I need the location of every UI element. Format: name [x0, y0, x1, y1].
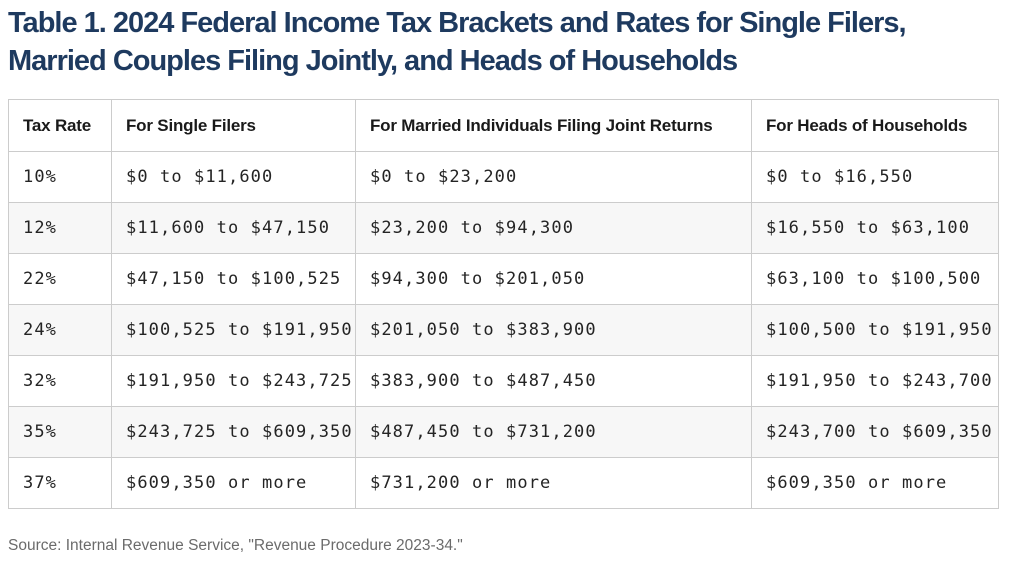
column-header-single-filers: For Single Filers [111, 99, 356, 152]
bracket-range-cell: $191,950 to $243,700 [751, 355, 999, 407]
table-row: 32% $191,950 to $243,725 $383,900 to $487,… [8, 355, 999, 407]
bracket-range-cell: $243,725 to $609,350 [111, 406, 356, 458]
bracket-range-cell: $100,525 to $191,950 [111, 304, 356, 356]
bracket-range-cell: $23,200 to $94,300 [355, 202, 752, 254]
source-attribution: Source: Internal Revenue Service, "Reven… [8, 537, 463, 554]
bracket-range-cell: $47,150 to $100,525 [111, 253, 356, 305]
bracket-range-cell: $609,350 or more [751, 457, 999, 509]
page-title: Table 1. 2024 Federal Income Tax Bracket… [8, 4, 1016, 80]
bracket-range-cell: $191,950 to $243,725 [111, 355, 356, 407]
bracket-range-cell: $63,100 to $100,500 [751, 253, 999, 305]
bracket-range-cell: $94,300 to $201,050 [355, 253, 752, 305]
tax-rate-cell: 37% [8, 457, 112, 509]
table-body: 10% $0 to $11,600 $0 to $23,200 $0 to $16,5… [8, 151, 999, 509]
table-header: Tax Rate For Single Filers For Married I… [8, 99, 999, 152]
tax-rate-cell: 32% [8, 355, 112, 407]
page-title-line-2: Married Couples Filing Jointly, and Head… [8, 45, 738, 77]
bracket-range-cell: $16,550 to $63,100 [751, 202, 999, 254]
tax-brackets-table: Tax Rate For Single Filers For Married I… [8, 99, 999, 509]
tax-rate-cell: 12% [8, 202, 112, 254]
bracket-range-cell: $487,450 to $731,200 [355, 406, 752, 458]
tax-rate-cell: 24% [8, 304, 112, 356]
table-row: 10% $0 to $11,600 $0 to $23,200 $0 to $16,5… [8, 151, 999, 203]
bracket-range-cell: $201,050 to $383,900 [355, 304, 752, 356]
table-row: 37% $609,350 or more $731,200 or more $609,… [8, 457, 999, 509]
bracket-range-cell: $0 to $16,550 [751, 151, 999, 203]
bracket-range-cell: $0 to $23,200 [355, 151, 752, 203]
tax-rate-cell: 22% [8, 253, 112, 305]
bracket-range-cell: $11,600 to $47,150 [111, 202, 356, 254]
column-header-heads-of-households: For Heads of Households [751, 99, 999, 152]
table-row: 35% $243,725 to $609,350 $487,450 to $731,… [8, 406, 999, 458]
tax-rate-cell: 10% [8, 151, 112, 203]
table-row: 12% $11,600 to $47,150 $23,200 to $94,300 $… [8, 202, 999, 254]
page-title-line-1: Table 1. 2024 Federal Income Tax Bracket… [8, 7, 907, 39]
table-header-row: Tax Rate For Single Filers For Married I… [8, 99, 999, 152]
column-header-tax-rate: Tax Rate [8, 99, 112, 152]
column-header-married-joint: For Married Individuals Filing Joint Ret… [355, 99, 752, 152]
bracket-range-cell: $0 to $11,600 [111, 151, 356, 203]
bracket-range-cell: $609,350 or more [111, 457, 356, 509]
table-row: 24% $100,525 to $191,950 $201,050 to $383,… [8, 304, 999, 356]
bracket-range-cell: $731,200 or more [355, 457, 752, 509]
bracket-range-cell: $243,700 to $609,350 [751, 406, 999, 458]
page-container: Table 1. 2024 Federal Income Tax Bracket… [8, 4, 1016, 554]
bracket-range-cell: $100,500 to $191,950 [751, 304, 999, 356]
table-row: 22% $47,150 to $100,525 $94,300 to $201,05… [8, 253, 999, 305]
tax-rate-cell: 35% [8, 406, 112, 458]
bracket-range-cell: $383,900 to $487,450 [355, 355, 752, 407]
